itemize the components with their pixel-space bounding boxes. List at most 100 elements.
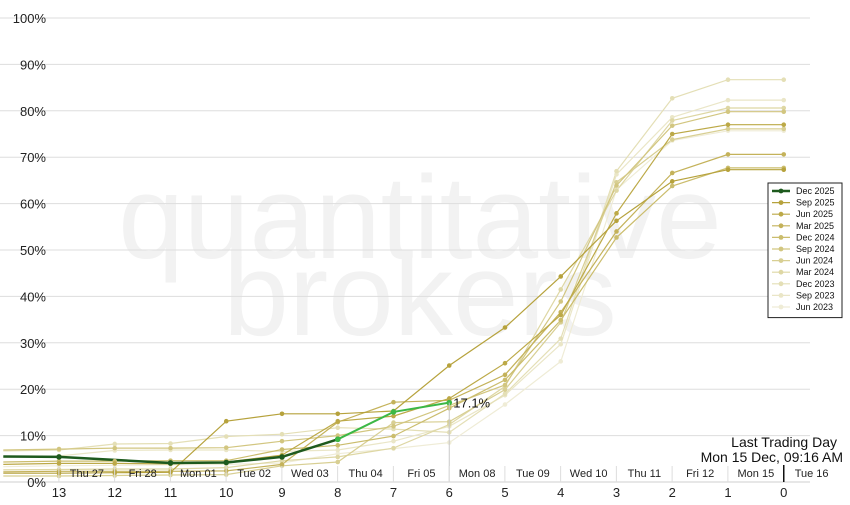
current-segment-point — [391, 409, 397, 415]
data-point — [670, 132, 675, 137]
x-tick-label: 3 — [613, 485, 620, 500]
data-point — [447, 363, 452, 368]
data-point — [558, 342, 563, 347]
data-point — [726, 122, 731, 127]
y-tick-label: 0% — [27, 475, 46, 490]
data-point — [614, 169, 619, 174]
data-point — [391, 400, 396, 405]
data-point — [223, 460, 229, 466]
legend-label: Mar 2024 — [796, 267, 834, 277]
data-point — [280, 462, 285, 467]
data-point — [391, 439, 396, 444]
data-point — [57, 447, 62, 452]
x-tick-label: 5 — [501, 485, 508, 500]
y-tick-label: 80% — [20, 104, 46, 119]
day-label: Tue 09 — [516, 468, 550, 480]
x-tick-label: 12 — [108, 485, 122, 500]
legend-label: Dec 2023 — [796, 279, 835, 289]
data-point — [614, 188, 619, 193]
day-label: Fri 05 — [407, 468, 435, 480]
data-point — [670, 137, 675, 142]
data-point — [781, 127, 786, 132]
data-point — [224, 445, 229, 450]
data-point — [781, 152, 786, 157]
data-point — [503, 392, 508, 397]
legend-swatch-point — [779, 189, 784, 194]
x-tick-label: 9 — [278, 485, 285, 500]
day-label: Wed 03 — [291, 468, 329, 480]
legend-swatch-point — [779, 223, 784, 228]
legend-label: Sep 2023 — [796, 290, 835, 300]
data-point — [670, 123, 675, 128]
data-point — [781, 77, 786, 82]
data-point — [279, 454, 285, 460]
legend-swatch-point — [779, 293, 784, 298]
data-point — [503, 383, 508, 388]
data-point — [280, 411, 285, 416]
data-point — [614, 183, 619, 188]
x-tick-label: 1 — [724, 485, 731, 500]
data-point — [112, 442, 117, 447]
legend-label: Dec 2025 — [796, 186, 835, 196]
day-label: Thu 04 — [349, 468, 383, 480]
data-point — [781, 167, 786, 172]
legend-swatch-point — [779, 305, 784, 310]
y-tick-label: 90% — [20, 57, 46, 72]
data-point — [558, 313, 563, 318]
legend-label: Jun 2024 — [796, 256, 833, 266]
data-point — [335, 443, 340, 448]
day-label: Fri 28 — [129, 468, 157, 480]
legend-swatch-point — [779, 235, 784, 240]
watermark: quantitative brokers — [118, 152, 722, 361]
data-point — [503, 325, 508, 330]
data-point — [56, 454, 62, 460]
data-point — [168, 446, 173, 451]
data-point — [335, 455, 340, 460]
data-point — [224, 419, 229, 424]
day-label: Mon 08 — [459, 468, 496, 480]
y-tick-label: 10% — [20, 429, 46, 444]
data-point — [280, 432, 285, 437]
day-label: Wed 10 — [570, 468, 608, 480]
data-point — [614, 211, 619, 216]
legend-label: Jun 2023 — [796, 302, 833, 312]
legend-swatch-point — [779, 281, 784, 286]
data-point — [503, 387, 508, 392]
x-tick-label: 6 — [446, 485, 453, 500]
x-tick-label: 13 — [52, 485, 66, 500]
data-point — [670, 118, 675, 123]
y-tick-label: 60% — [20, 197, 46, 212]
data-point — [558, 287, 563, 292]
legend-label: Mar 2025 — [796, 221, 834, 231]
data-point — [335, 411, 340, 416]
day-label: Fri 12 — [686, 468, 714, 480]
day-label: Thu 11 — [628, 468, 661, 480]
data-point — [224, 434, 229, 439]
data-point — [57, 461, 62, 466]
data-point — [670, 171, 675, 176]
data-point — [670, 96, 675, 101]
data-point — [726, 109, 731, 114]
data-point — [335, 448, 340, 453]
data-point — [558, 299, 563, 304]
data-point — [781, 109, 786, 114]
day-label: Mon 01 — [180, 468, 217, 480]
y-tick-label: 30% — [20, 336, 46, 351]
x-tick-label: 11 — [164, 485, 178, 500]
current-segment-point — [335, 437, 341, 443]
legend-swatch-point — [779, 258, 784, 263]
x-tick-label: 8 — [334, 485, 341, 500]
day-label: Tue 02 — [237, 468, 271, 480]
data-point — [558, 274, 563, 279]
data-point — [558, 336, 563, 341]
y-tick-label: 100% — [13, 11, 47, 26]
data-point — [168, 441, 173, 446]
data-point — [391, 424, 396, 429]
annotation-title: Last Trading Day — [731, 434, 837, 450]
day-label: Thu 27 — [70, 468, 104, 480]
legend-swatch-point — [779, 212, 784, 217]
data-point — [335, 425, 340, 430]
data-point — [726, 77, 731, 82]
